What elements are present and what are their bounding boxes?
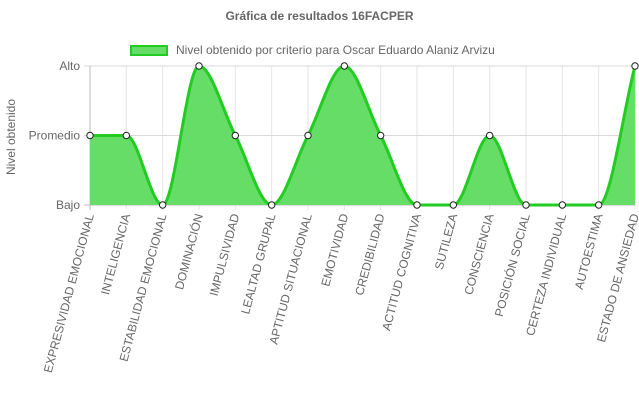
data-point xyxy=(594,201,603,209)
data-point xyxy=(340,62,349,70)
data-point xyxy=(195,62,203,70)
x-tick-label: POSICIÓN SOCIAL xyxy=(491,212,533,319)
data-point xyxy=(376,131,385,140)
x-tick-label: DOMINACIÓN xyxy=(171,212,206,291)
data-point xyxy=(231,131,240,140)
x-tick-label: ACTITUD COGNITIVA xyxy=(379,212,424,332)
y-tick-label: Promedio xyxy=(29,129,81,143)
chart-title: Gráfica de resultados 16FACPER xyxy=(225,9,414,23)
data-point xyxy=(267,201,276,209)
data-point xyxy=(558,201,567,209)
y-tick-label: Alto xyxy=(59,59,80,73)
x-tick-label: AUTOESTIMA xyxy=(572,212,606,291)
data-point xyxy=(413,201,421,209)
series-area xyxy=(90,66,635,205)
legend-swatch xyxy=(130,44,168,56)
x-tick-label: CERTEZA INDIVIDUAL xyxy=(523,212,569,337)
x-tick-label: LEALTAD GRUPAL xyxy=(238,212,278,316)
series-line xyxy=(89,64,637,207)
data-point xyxy=(86,131,94,140)
data-point xyxy=(304,131,312,140)
x-tick-label: SUTILEZA xyxy=(432,212,460,271)
x-tick-label: EXPRESIVIDAD EMOCIONAL xyxy=(41,212,97,374)
data-point xyxy=(631,62,639,70)
x-tick-label: CREDIBILIDAD xyxy=(352,212,387,297)
data-point xyxy=(158,201,167,209)
x-tick-label: CONSCIENCIA xyxy=(461,212,496,296)
x-tick-label: EMOTIVIDAD xyxy=(318,212,351,288)
y-tick-label: Bajo xyxy=(56,198,80,212)
data-point xyxy=(522,201,530,209)
legend-label: Nivel obtenido por criterio para Oscar E… xyxy=(176,43,495,57)
data-point xyxy=(122,131,131,140)
legend[interactable]: Nivel obtenido por criterio para Oscar E… xyxy=(130,42,495,58)
x-tick-label: INTELIGENCIA xyxy=(98,212,133,296)
x-tick-label: IMPULSIVIDAD xyxy=(207,212,243,298)
data-point xyxy=(485,131,494,140)
data-point xyxy=(449,201,458,209)
